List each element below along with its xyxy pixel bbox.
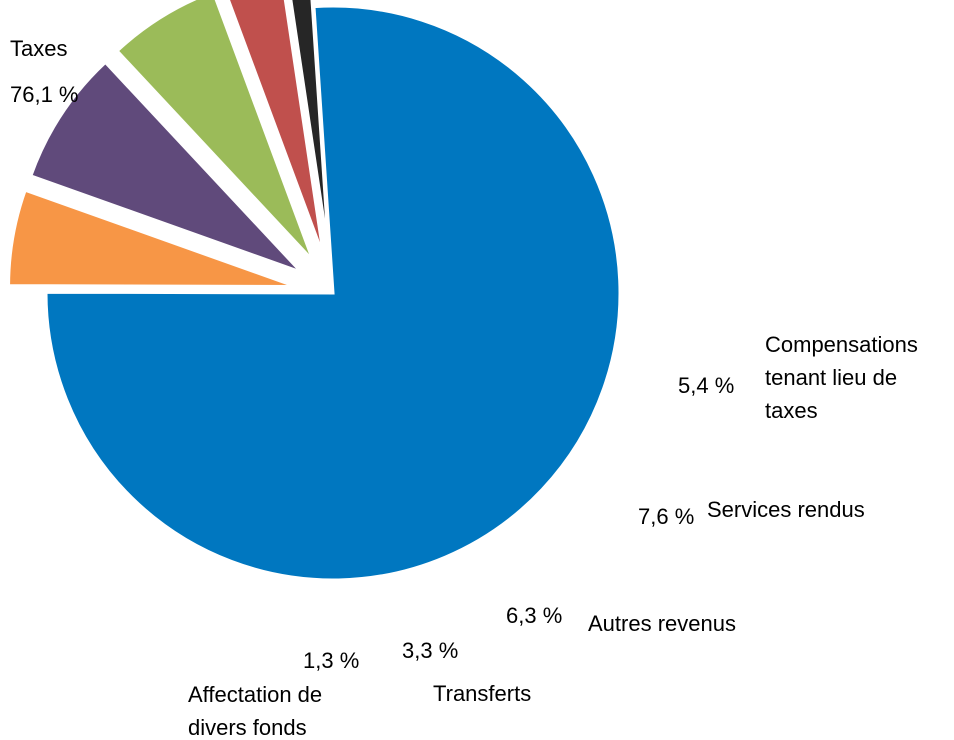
slice-category-label: Taxes [10,36,67,61]
slice-category-label-line: Taxes [10,36,67,61]
pie-slice [289,0,331,256]
slice-category-label-line: Compensations [765,332,918,357]
slice-category-label: Autres revenus [588,611,736,636]
slice-category-label-line: Transferts [433,681,531,706]
pie-labels: Taxes 76,1 % Compensations tenant lieu de ta… [10,36,918,740]
pie-slice [226,0,326,257]
slice-category-label: Services rendus [707,497,865,522]
pie-slice [44,4,622,582]
slice-value-label: 7,6 % [638,504,694,529]
pie-slices [7,0,622,582]
slice-value-label: 6,3 % [506,603,562,628]
slice-category-label-line: Autres revenus [588,611,736,636]
slice-value-label: 5,4 % [678,373,734,398]
slice-value-label: 1,3 % [303,648,359,673]
pie-slice [115,0,315,262]
slice-category-label: Transferts [433,681,531,706]
slice-category-label-line: divers fonds [188,715,307,740]
slice-category-label-line: Services rendus [707,497,865,522]
slice-category-label-line: taxes [765,398,818,423]
slice-category-label-line: Affectation de [188,682,322,707]
slice-value-label: 76,1 % [10,82,79,107]
slice-category-label-line: tenant lieu de [765,365,897,390]
slice-category-label: Compensations tenant lieu de taxes [765,332,918,423]
pie-slice [28,60,303,274]
slice-category-label: Affectation de divers fonds [188,682,322,740]
pie-slice [7,188,297,288]
slice-value-label: 3,3 % [402,638,458,663]
